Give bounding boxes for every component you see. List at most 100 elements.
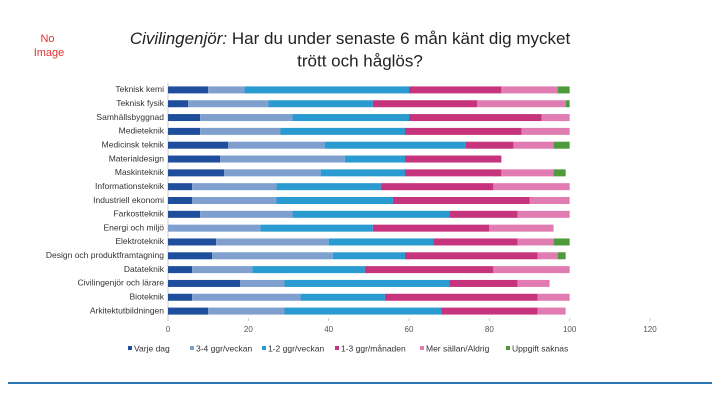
chart-title: trött och håglös? [297, 51, 423, 70]
bar-segment [168, 279, 241, 287]
bar-segment [168, 141, 229, 149]
bar-segment [553, 238, 570, 246]
bar-segment [200, 210, 293, 218]
bar-segment [565, 100, 570, 108]
bar-segment [541, 114, 570, 122]
bar-segment [537, 293, 570, 301]
title-line: Har du under senaste 6 mån känt dig myck… [232, 29, 571, 48]
bar-segment [208, 307, 285, 315]
bar-segment [521, 127, 570, 135]
bar-segment [332, 252, 405, 260]
bar-segment [493, 266, 570, 274]
y-tick-label: Elektroteknik [115, 236, 164, 246]
bar-segment [364, 266, 494, 274]
bar-segment [268, 100, 373, 108]
bar-segment [493, 183, 570, 191]
bar-segment [192, 197, 277, 204]
bar-segment [200, 127, 281, 135]
bar-segment [529, 197, 570, 204]
bar-segment [557, 86, 570, 94]
legend-label: 1-3 ggr/månaden [341, 343, 406, 353]
x-tick-label: 120 [643, 325, 657, 334]
legend-swatch [190, 346, 194, 350]
bar-segment [489, 224, 554, 232]
bar-segment [228, 141, 325, 149]
bar-segment [212, 252, 333, 260]
legend-swatch [335, 346, 339, 350]
bar-segment [208, 86, 245, 94]
bar-segment [324, 141, 466, 149]
bar-segment [553, 169, 566, 177]
bar-segment [260, 224, 373, 232]
bar-segment [168, 155, 221, 163]
bar-segment [224, 169, 321, 177]
bar-segment [192, 266, 253, 274]
bar-segment [240, 279, 285, 287]
x-tick-label: 0 [166, 325, 171, 334]
title-prefix: Civilingenjör: [130, 29, 228, 48]
bar-segment [192, 293, 301, 301]
placeholder-line: Image [34, 47, 65, 59]
y-tick-label: Bioteknik [130, 292, 165, 302]
bar-segment [449, 279, 518, 287]
bar-segment [392, 197, 530, 204]
bar-segment [433, 238, 518, 246]
y-tick-label: Energi och miljö [104, 222, 165, 232]
bar-segment [409, 86, 502, 94]
legend-label: Uppgift saknas [512, 343, 568, 353]
y-tick-label: Civilingenjör och lärare [78, 278, 165, 288]
bar-segment [168, 224, 261, 232]
bar-segment [537, 252, 558, 260]
bar-segment [252, 266, 365, 274]
legend-label: Mer sällan/Aldrig [426, 343, 490, 353]
y-tick-label: Industriell ekonomi [93, 195, 164, 205]
x-tick-label: 60 [405, 325, 414, 334]
bar-segment [344, 155, 405, 163]
bar-segment [168, 86, 209, 94]
bar-segment [372, 224, 490, 232]
chart-title: Civilingenjör: Har du under senaste 6 må… [130, 29, 571, 48]
bar-segment [276, 183, 381, 191]
bar-segment [200, 114, 293, 122]
bar-segment [188, 100, 269, 108]
bar-segment [517, 210, 570, 218]
bar-segment [404, 252, 538, 260]
bar-segment [328, 238, 434, 246]
bar-segment [168, 100, 189, 108]
bar-segment [537, 307, 566, 315]
bar-segment [292, 210, 450, 218]
bar-segment [168, 127, 201, 135]
bar-segment [168, 183, 193, 191]
x-tick-label: 40 [324, 325, 333, 334]
bar-segment [168, 266, 193, 274]
bar-segment [220, 155, 345, 163]
bar-segment [501, 169, 554, 177]
bar-segment [168, 210, 201, 218]
bar-segment [501, 86, 558, 94]
bar-segment [292, 114, 409, 122]
x-tick-label: 80 [485, 325, 494, 334]
bar-segment [284, 307, 442, 315]
image-placeholder: No Image [34, 33, 65, 59]
bar-segment [557, 252, 566, 260]
legend-label: Varje dag [134, 343, 170, 353]
bar-segment [300, 293, 385, 301]
y-tick-label: Arkitektutbildningen [90, 305, 164, 315]
x-tick-label: 20 [244, 325, 253, 334]
bar-segment [513, 141, 554, 149]
bar-segment [477, 100, 566, 108]
bar-segment [168, 252, 213, 260]
bar-segment [409, 114, 542, 122]
bar-segment [280, 127, 405, 135]
y-tick-label: Teknisk kemi [115, 84, 164, 94]
legend-swatch [262, 346, 266, 350]
bar-segment [320, 169, 405, 177]
legend-label: 1-2 ggr/veckan [268, 343, 324, 353]
y-tick-label: Datateknik [124, 264, 165, 274]
bar-segment [517, 279, 550, 287]
bar-segment [404, 169, 502, 177]
bar-segment [168, 114, 201, 122]
y-tick-label: Design och produktframtagning [46, 250, 164, 260]
bar-segment [168, 293, 193, 301]
